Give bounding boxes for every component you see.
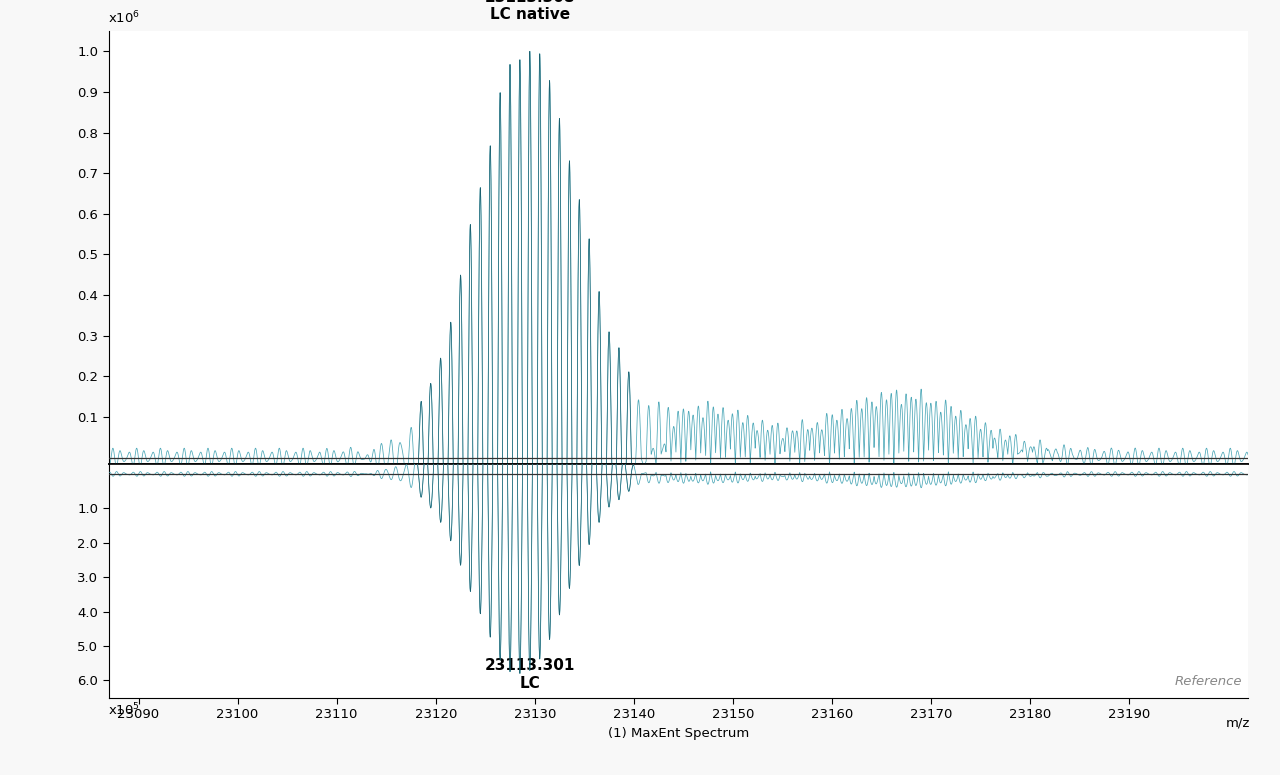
Text: Reference: Reference bbox=[1175, 675, 1243, 688]
Text: m/z: m/z bbox=[1226, 716, 1251, 729]
Text: 23113.308
LC native: 23113.308 LC native bbox=[485, 0, 575, 22]
Text: x10$^6$: x10$^6$ bbox=[108, 10, 140, 26]
Text: 23113.301
LC: 23113.301 LC bbox=[485, 658, 575, 691]
Text: (1) MaxEnt Spectrum: (1) MaxEnt Spectrum bbox=[608, 727, 749, 740]
Text: x10$^5$: x10$^5$ bbox=[108, 702, 140, 718]
